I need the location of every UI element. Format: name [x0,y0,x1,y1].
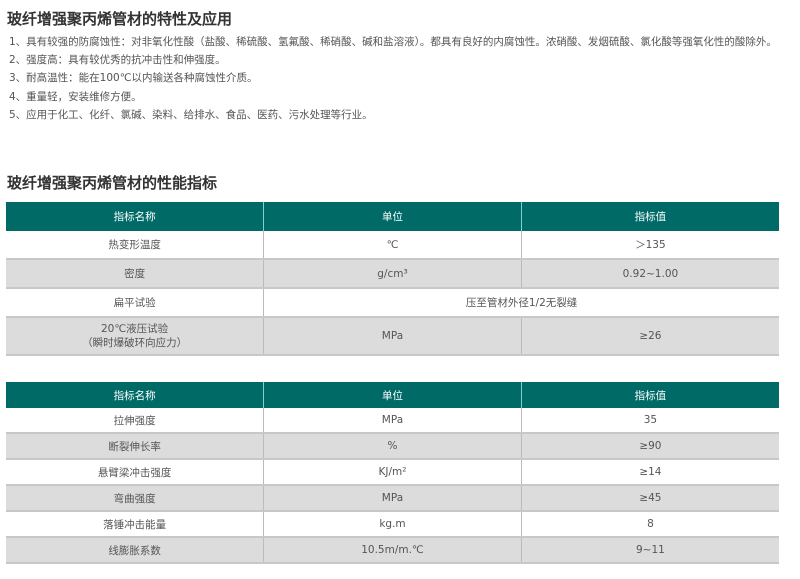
cell-name-line2: （瞬时爆破环向应力） [82,337,188,349]
header-name: 指标名称 [6,202,264,231]
cell-unit: MPa [263,317,522,356]
table-row: 扁平试验 压至管材外径1/2无裂缝 [6,288,779,318]
table-row: 线膨胀系数 10.5m/m.℃ 9~11 [6,537,779,564]
table-row: 热变形温度 ℃ ＞135 [6,231,779,260]
cell-name: 扁平试验 [6,288,264,318]
cell-unit: KJ/m² [263,459,522,486]
table-row: 拉伸强度 MPa 35 [6,408,779,434]
table-row: 落锤冲击能量 kg.m 8 [6,511,779,538]
header-unit: 单位 [263,382,522,408]
cell-name-line1: 20℃液压试验 [101,323,169,335]
cell-name: 断裂伸长率 [6,433,264,460]
section-title-properties: 玻纤增强聚丙烯管材的特性及应用 [7,10,233,28]
table-row: 断裂伸长率% ≥90 [6,433,779,460]
cell-name: 悬臂梁冲击强度 [6,459,264,486]
cell-unit: % [263,433,522,460]
cell-value: ＞135 [520,231,779,260]
properties-list: 1、具有较强的防腐蚀性：对非氧化性酸（盐酸、稀硫酸、氢氟酸、稀硝酸、碱和盐溶液）… [9,33,789,124]
performance-table-2: 指标名称 单位 指标值 拉伸强度 MPa 35 断裂伸长率% ≥90 悬臂梁冲击强度 K… [6,382,779,564]
header-name: 指标名称 [6,382,264,408]
cell-unit: MPa [263,485,522,512]
table-row: 20℃液压试验 （瞬时爆破环向应力） MPa ≥26 [6,317,779,356]
cell-value: ≥14 [520,459,779,486]
header-value: 指标值 [520,382,779,408]
list-item: 2、强度高：具有较优秀的抗冲击性和伸强度。 [9,54,226,67]
cell-name: 热变形温度 [6,231,264,260]
performance-table-1: 指标名称 单位 指标值 热变形温度 ℃ ＞135 密度 g/cm³ 0.92~1… [6,202,779,356]
section-title-performance: 玻纤增强聚丙烯管材的性能指标 [7,174,218,192]
cell-value: ≥45 [520,485,779,512]
table-row: 弯曲强度 MPa ≥45 [6,485,779,512]
list-item: 1、具有较强的防腐蚀性：对非氧化性酸（盐酸、稀硫酸、氢氟酸、稀硝酸、碱和盐溶液）… [9,36,777,48]
list-item: 5、应用于化工、化纤、氯碱、染料、给排水、食品、医药、污水处理等行业。 [9,108,373,121]
cell-value: ≥26 [520,317,779,356]
header-value: 指标值 [520,202,779,231]
cell-name: 弯曲强度 [6,485,264,512]
cell-name: 线膨胀系数 [6,537,264,564]
table-row: 悬臂梁冲击强度 KJ/m² ≥14 [6,459,779,486]
cell-unit: 10.5m/m.℃ [263,537,522,564]
header-unit: 单位 [263,202,522,231]
cell-name: 20℃液压试验 （瞬时爆破环向应力） [6,317,264,356]
cell-unit: ℃ [263,231,522,260]
cell-name: 落锤冲击能量 [6,511,264,538]
cell-unit: kg.m [263,511,522,538]
table-header: 指标名称 单位 指标值 [6,202,779,231]
cell-value: ≥90 [520,433,779,460]
cell-value: 0.92~1.00 [520,259,779,289]
table-header: 指标名称 单位 指标值 [6,382,779,408]
cell-value: 8 [520,511,779,538]
list-item: 3、耐高温性：能在100℃以内输送各种腐蚀性介质。 [9,72,258,85]
list-item: 4、重量轻，安装维修方便。 [9,90,142,103]
cell-unit: g/cm³ [263,259,522,289]
cell-unit: MPa [263,408,522,434]
table-row: 密度 g/cm³ 0.92~1.00 [6,259,779,289]
cell-name: 密度 [6,259,264,289]
cell-value-merged: 压至管材外径1/2无裂缝 [263,288,779,318]
cell-value: 9~11 [520,537,779,564]
cell-name: 拉伸强度 [6,408,264,434]
cell-value: 35 [520,408,779,434]
